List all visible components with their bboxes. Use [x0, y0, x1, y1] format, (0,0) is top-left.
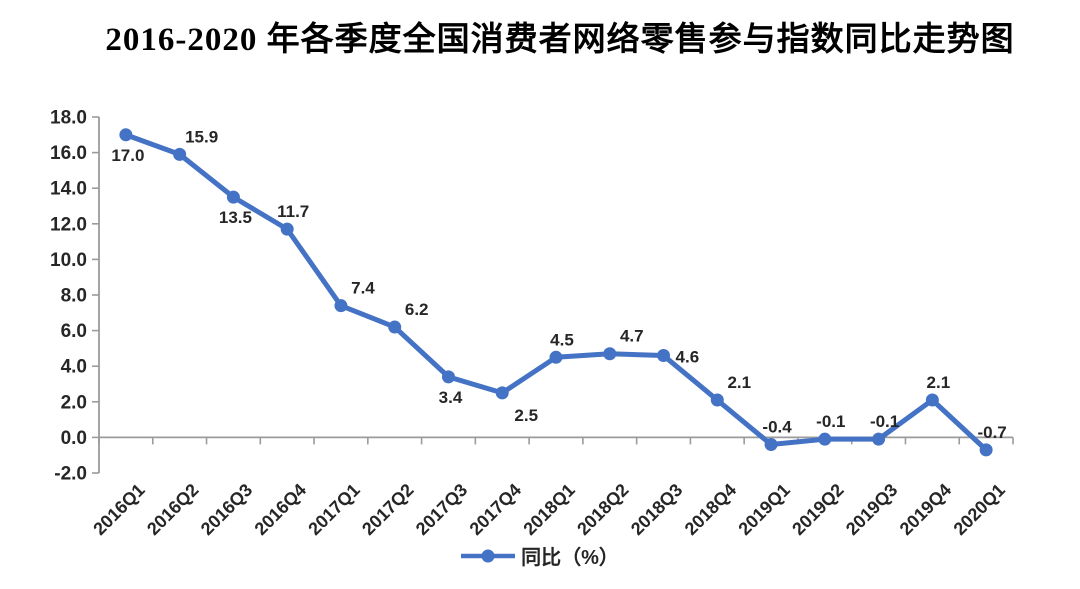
data-point-marker — [119, 128, 133, 142]
data-point-label: -0.4 — [762, 418, 792, 437]
data-point-marker — [979, 443, 993, 457]
data-point-label: 15.9 — [185, 127, 218, 146]
data-point-marker — [549, 350, 563, 364]
x-tick-label: 2017Q1 — [304, 480, 363, 539]
data-point-label: 6.2 — [405, 300, 429, 319]
data-point-marker — [495, 386, 509, 400]
data-point-marker — [764, 438, 778, 452]
y-tick-label: 6.0 — [61, 321, 87, 342]
data-point-label: 13.5 — [219, 208, 252, 227]
x-tick-label: 2020Q1 — [950, 480, 1009, 539]
data-point-marker — [657, 349, 671, 363]
x-tick-label: 2017Q3 — [412, 480, 471, 539]
x-tick-label: 2018Q4 — [681, 480, 740, 539]
x-tick-label: 2019Q4 — [896, 480, 955, 539]
legend-swatch — [461, 548, 516, 564]
x-tick-label: 2017Q2 — [358, 480, 417, 539]
y-tick-label: 14.0 — [50, 179, 87, 200]
data-point-marker — [872, 432, 886, 446]
data-point-label: 2.1 — [927, 373, 951, 392]
data-point-label: 3.4 — [439, 388, 463, 407]
legend-line-marker-icon — [461, 549, 516, 562]
data-point-marker — [280, 222, 294, 236]
data-point-marker — [226, 190, 240, 204]
y-tick-label: 10.0 — [50, 250, 87, 271]
y-tick-label: 2.0 — [61, 392, 87, 413]
data-point-label: 4.6 — [676, 348, 700, 367]
data-point-marker — [710, 393, 724, 407]
x-tick-label: 2018Q2 — [573, 480, 632, 539]
data-point-label: 2.1 — [727, 373, 751, 392]
data-point-label: 7.4 — [351, 279, 375, 298]
data-point-label: 4.7 — [620, 327, 644, 346]
x-tick-label: 2019Q2 — [788, 480, 847, 539]
y-tick-label: 18.0 — [50, 108, 87, 129]
y-tick-label: 12.0 — [50, 214, 87, 235]
y-tick-label: -2.0 — [54, 464, 87, 485]
y-tick-label: 0.0 — [61, 428, 87, 449]
data-point-label: 11.7 — [277, 202, 309, 221]
y-tick-label: 16.0 — [50, 143, 87, 164]
legend-series-label: 同比（%） — [521, 547, 619, 569]
data-point-marker — [173, 147, 187, 161]
x-tick-label: 2016Q2 — [143, 480, 202, 539]
x-tick-label: 2018Q1 — [519, 480, 578, 539]
x-tick-label: 2016Q4 — [251, 480, 310, 539]
data-point-label: -0.1 — [816, 412, 845, 431]
x-tick-label: 2017Q4 — [466, 480, 525, 539]
data-point-marker — [388, 320, 402, 334]
data-point-marker — [925, 393, 939, 407]
x-tick-label: 2016Q3 — [197, 480, 256, 539]
data-point-marker — [818, 432, 832, 446]
data-point-label: -0.7 — [977, 423, 1006, 442]
series-line — [123, 132, 989, 453]
x-tick-label: 2019Q3 — [842, 480, 901, 539]
data-point-label: 2.5 — [514, 406, 538, 425]
x-tick-label: 2018Q3 — [627, 480, 686, 539]
y-tick-label: 8.0 — [61, 286, 87, 307]
data-point-marker — [334, 299, 348, 313]
data-point-label: -0.1 — [870, 412, 899, 431]
data-point-label: 17.0 — [111, 146, 144, 165]
chart-title: 2016-2020 年各季度全国消费者网络零售参与指数同比走势图 — [105, 22, 1015, 58]
data-point-label: 4.5 — [550, 330, 574, 349]
y-tick-label: 4.0 — [61, 357, 87, 378]
legend: 同比（%） — [0, 541, 1080, 570]
data-point-marker — [441, 370, 455, 384]
data-point-marker — [603, 347, 617, 361]
x-tick-label: 2019Q1 — [734, 480, 793, 539]
x-tick-label: 2016Q1 — [89, 480, 148, 539]
